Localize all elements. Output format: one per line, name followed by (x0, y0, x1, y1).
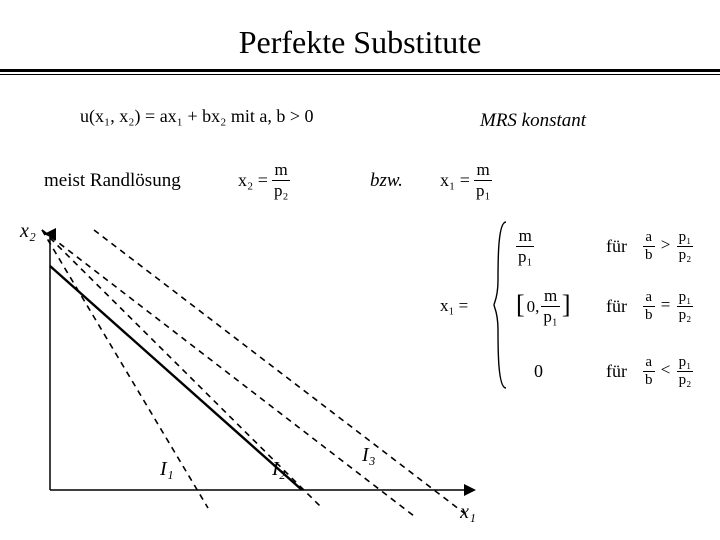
frac-den: p₁ (474, 180, 492, 201)
cases-block: x₁ = m p₁ für ab > p₁p₂ [ 0, m p₁ ] fü (440, 220, 710, 410)
page-title: Perfekte Substitute (0, 0, 720, 69)
frac-num: m (272, 160, 290, 180)
label-I3: I₃ (362, 444, 376, 467)
frac-den: p₁ (541, 306, 559, 327)
corner-solution-label: meist Randlösung (44, 170, 181, 192)
diagram-svg (20, 220, 480, 520)
cases-x1-eq: x₁ = (440, 296, 468, 316)
x-axis-label: x₁ (460, 501, 476, 524)
case-mid-cmp: ab = p₁p₂ (643, 289, 693, 324)
frac-den: p₁ (516, 246, 534, 267)
utility-equation: u(x₁, x₂) = ax₁ + bx₂ mit a, b > 0 (80, 106, 314, 126)
indiff-I3-upper (42, 230, 414, 516)
label-I1: I₁ (160, 458, 174, 481)
bzw-label: bzw. (370, 170, 403, 192)
case-bot-value: 0 (516, 361, 586, 382)
utility-row: u(x₁, x₂) = ax₁ + bx₂ mit a, b > 0 MRS k… (80, 106, 680, 127)
case-bot-cmp: ab < p₁p₂ (643, 354, 693, 389)
case-row-bot: 0 für ab < p₁p₂ (516, 354, 693, 389)
case-fur: für (606, 296, 627, 317)
case-fur: für (606, 236, 627, 257)
brace-icon (492, 220, 510, 390)
frac-num: m (516, 226, 534, 246)
case-mid-value: [ 0, m p₁ ] (516, 286, 586, 327)
x1-equation: x₁ = m p₁ (440, 160, 492, 201)
frac-m-over-p1: m p₁ (474, 160, 492, 201)
frac-den: p₂ (272, 180, 290, 201)
frac-num: m (541, 286, 559, 306)
frac-m-over-p2: m p₂ (272, 160, 290, 201)
x2-equation: x₂ = m p₂ (238, 160, 290, 201)
mrs-note: MRS konstant (480, 110, 586, 132)
case-fur: für (606, 361, 627, 382)
y-axis-label: x₂ (20, 220, 36, 243)
case-row-mid: [ 0, m p₁ ] für ab = p₁p₂ (516, 286, 693, 327)
indifference-diagram: x₂ x₁ (20, 220, 480, 520)
budget-line (50, 266, 302, 490)
case-top-cmp: ab > p₁p₂ (643, 229, 693, 264)
x1-lhs: x₁ = (440, 170, 470, 191)
x2-lhs: x₂ = (238, 170, 268, 191)
case-row-top: m p₁ für ab > p₁p₂ (516, 226, 693, 267)
frac-num: m (474, 160, 492, 180)
label-I2: I₂ (272, 458, 286, 481)
title-rule (0, 69, 720, 75)
case-top-value: m p₁ (516, 226, 586, 267)
